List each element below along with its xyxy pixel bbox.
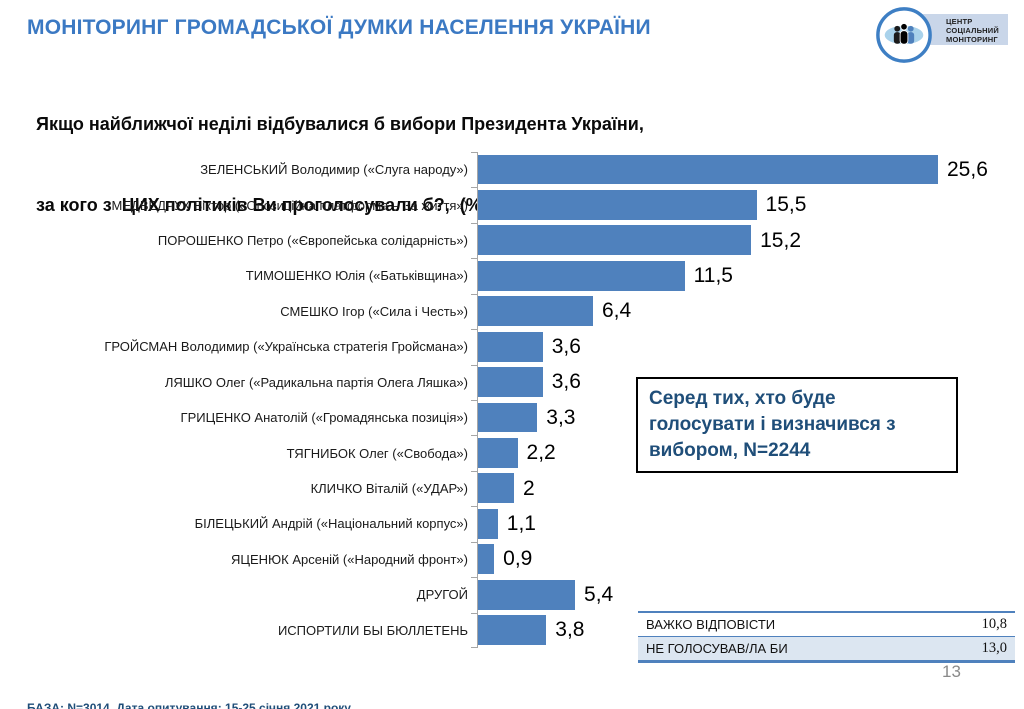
category-label: ТИМОШЕНКО Юлія («Батьківщина») xyxy=(245,268,468,284)
chart-question: Якщо найближчої неділі відбувалися б виб… xyxy=(36,57,644,273)
axis-tick xyxy=(471,400,477,401)
table-row-value: 10,8 xyxy=(924,612,1015,637)
data-value-label: 2,2 xyxy=(526,441,556,465)
chart-bar xyxy=(478,579,576,610)
bar-chart: ЗЕЛЕНСЬКИЙ Володимир («Слуга народу») 25,… xyxy=(0,152,1010,648)
category-axis-line xyxy=(477,152,478,648)
axis-tick xyxy=(471,470,477,472)
annotation-box: Серед тих, хто буде голосувати і визначи… xyxy=(636,377,958,473)
axis-tick xyxy=(471,187,477,189)
axis-tick xyxy=(471,541,477,543)
category-label: ИСПОРТИЛИ БЫ БЮЛЛЕТЕНЬ xyxy=(277,622,468,638)
category-label: СМЕШКО Ігор («Сила і Честь») xyxy=(280,303,468,319)
table-row-label: ВАЖКО ВІДПОВІСТИ xyxy=(638,612,925,637)
chart-bar xyxy=(478,437,518,468)
axis-tick xyxy=(471,612,477,614)
logo-text: ЦЕНТР СОЦІАЛЬНИЙ МОНІТОРИНГ xyxy=(946,17,999,44)
data-value-label: 0,9 xyxy=(503,547,533,571)
axis-tick xyxy=(471,364,477,366)
data-value-label: 11,5 xyxy=(693,263,733,287)
data-value-label: 6,4 xyxy=(602,299,632,323)
data-value-label: 3,3 xyxy=(546,405,576,429)
chart-bar xyxy=(478,544,495,575)
table-row-label: НЕ ГОЛОСУВАВ/ЛА БИ xyxy=(638,636,925,662)
chart-bar xyxy=(478,225,752,256)
data-value-label: 15,5 xyxy=(765,193,807,217)
data-value-label: 3,6 xyxy=(551,370,581,394)
chart-bar xyxy=(478,615,547,645)
page-number: 13 xyxy=(942,662,961,681)
category-label: ЯЦЕНЮК Арсеній («Народний фронт») xyxy=(230,551,468,567)
data-value-label: 5,4 xyxy=(584,582,614,606)
category-label: КЛИЧКО Віталій («УДАР») xyxy=(310,481,468,497)
category-label: ГРИЦЕНКО Анатолій («Громадянська позиція… xyxy=(180,410,468,426)
axis-tick xyxy=(471,152,477,153)
chart-bar xyxy=(478,367,543,397)
axis-tick xyxy=(471,222,477,224)
category-label: ПОРОШЕНКО Петро («Європейська солідарніс… xyxy=(157,233,468,249)
category-label: ЗЕЛЕНСЬКИЙ Володимир («Слуга народу») xyxy=(200,162,468,178)
chart-bar xyxy=(478,296,593,327)
category-label: БІЛЕЦЬКИЙ Андрій («Національний корпус») xyxy=(194,516,468,532)
category-label: МЕДВЕДЧУК Віктор («Опозиційна платформа … xyxy=(111,197,468,213)
logo-text-line2: СОЦІАЛЬНИЙ xyxy=(946,26,999,35)
axis-tick xyxy=(471,435,477,437)
table-row: ВАЖКО ВІДПОВІСТИ 10,8 xyxy=(638,612,1015,637)
axis-tick xyxy=(471,647,477,648)
axis-tick xyxy=(471,506,477,508)
footer-line1: БАЗА: N=3014. Дата опитування: 15-25 січ… xyxy=(27,701,354,709)
org-logo: ЦЕНТР СОЦІАЛЬНИЙ МОНІТОРИНГ xyxy=(874,4,1016,68)
side-table: ВАЖКО ВІДПОВІСТИ 10,8 НЕ ГОЛОСУВАВ/ЛА БИ 13… xyxy=(638,611,1015,663)
axis-tick xyxy=(471,293,477,295)
category-label: ЛЯШКО Олег («Радикальна партія Олега Ляш… xyxy=(164,374,468,390)
page-title: МОНІТОРИНГ ГРОМАДСЬКОЇ ДУМКИ НАСЕЛЕННЯ У… xyxy=(27,16,651,39)
table-row: НЕ ГОЛОСУВАВ/ЛА БИ 13,0 xyxy=(638,636,1015,662)
data-value-label: 3,8 xyxy=(555,618,585,642)
chart-bar xyxy=(478,473,514,504)
table-row-value: 13,0 xyxy=(924,636,1015,662)
axis-tick xyxy=(471,329,477,331)
category-label: ГРОЙСМАН Володимир («Українська стратегі… xyxy=(104,339,468,355)
chart-bar xyxy=(478,331,543,362)
axis-tick xyxy=(471,258,477,260)
logo-text-line3: МОНІТОРИНГ xyxy=(946,35,998,44)
data-value-label: 3,6 xyxy=(551,334,581,358)
chart-bar xyxy=(478,154,938,185)
annotation-text: Серед тих, хто буде голосувати і визначи… xyxy=(649,388,896,461)
chart-question-line1: Якщо найближчої неділі відбувалися б виб… xyxy=(36,114,644,134)
category-label: ТЯГНИБОК Олег («Свобода») xyxy=(286,445,468,461)
people-in-eye-icon xyxy=(875,6,933,69)
category-label: ДРУГОЙ xyxy=(416,587,468,603)
data-value-label: 2 xyxy=(522,476,535,500)
chart-bar xyxy=(478,402,538,433)
data-value-label: 1,1 xyxy=(506,511,536,535)
data-value-label: 25,6 xyxy=(947,157,988,181)
chart-bar xyxy=(478,260,685,291)
chart-bar xyxy=(478,508,498,539)
axis-tick xyxy=(471,577,477,579)
logo-text-line1: ЦЕНТР xyxy=(946,17,973,26)
chart-question-line2: за кого з ЦИХ політиків Ви проголосували… xyxy=(36,195,488,215)
footer-note: БАЗА: N=3014. Дата опитування: 15-25 січ… xyxy=(27,663,436,709)
chart-bar xyxy=(478,189,757,220)
data-value-label: 15,2 xyxy=(760,228,801,252)
